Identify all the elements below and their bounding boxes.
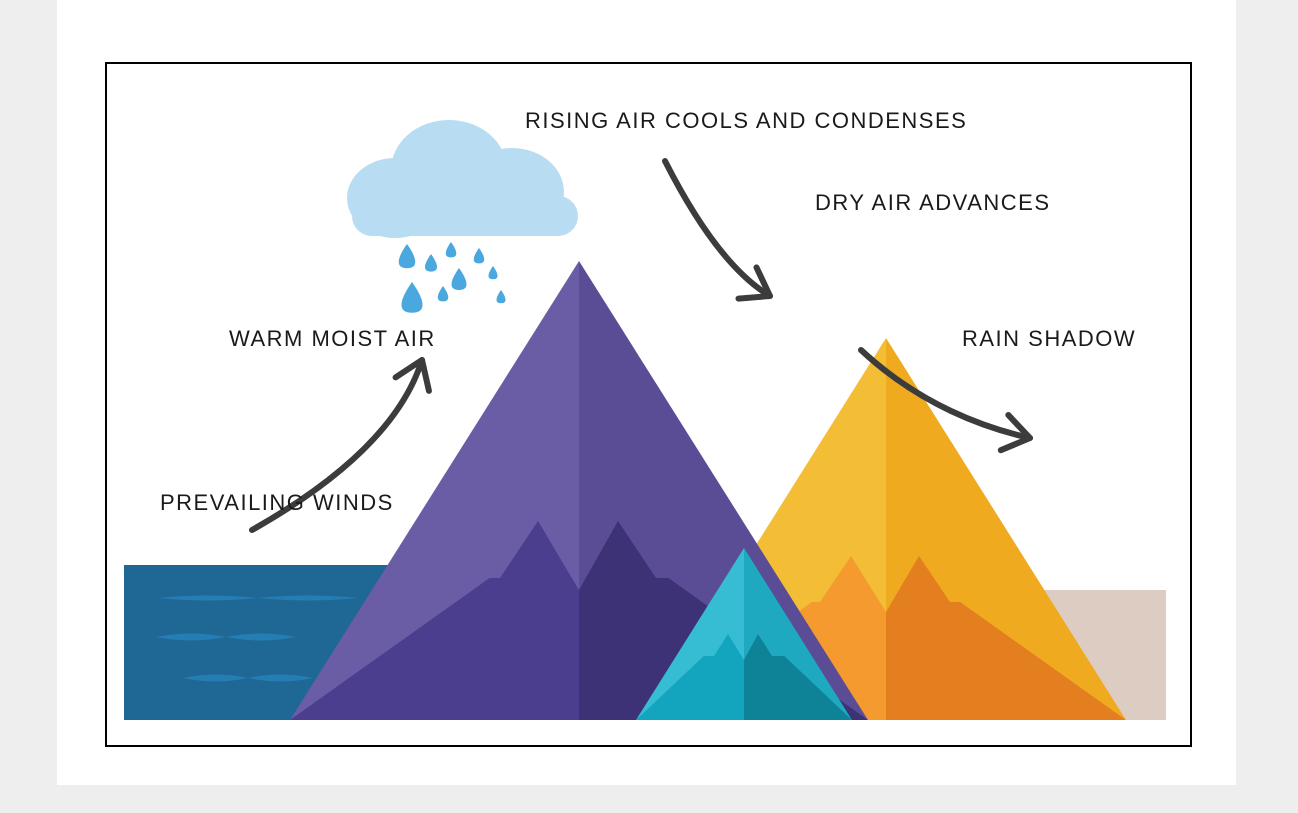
label-rising-air: RISING AIR COOLS AND CONDENSES bbox=[525, 108, 967, 134]
label-dry-air: DRY AIR ADVANCES bbox=[815, 190, 1051, 216]
label-rain-shadow: RAIN SHADOW bbox=[962, 326, 1136, 352]
label-warm-moist-air: WARM MOIST AIR bbox=[229, 326, 436, 352]
label-prevailing: PREVAILING WINDS bbox=[160, 490, 394, 516]
page-root: RISING AIR COOLS AND CONDENSES DRY AIR A… bbox=[0, 0, 1298, 813]
